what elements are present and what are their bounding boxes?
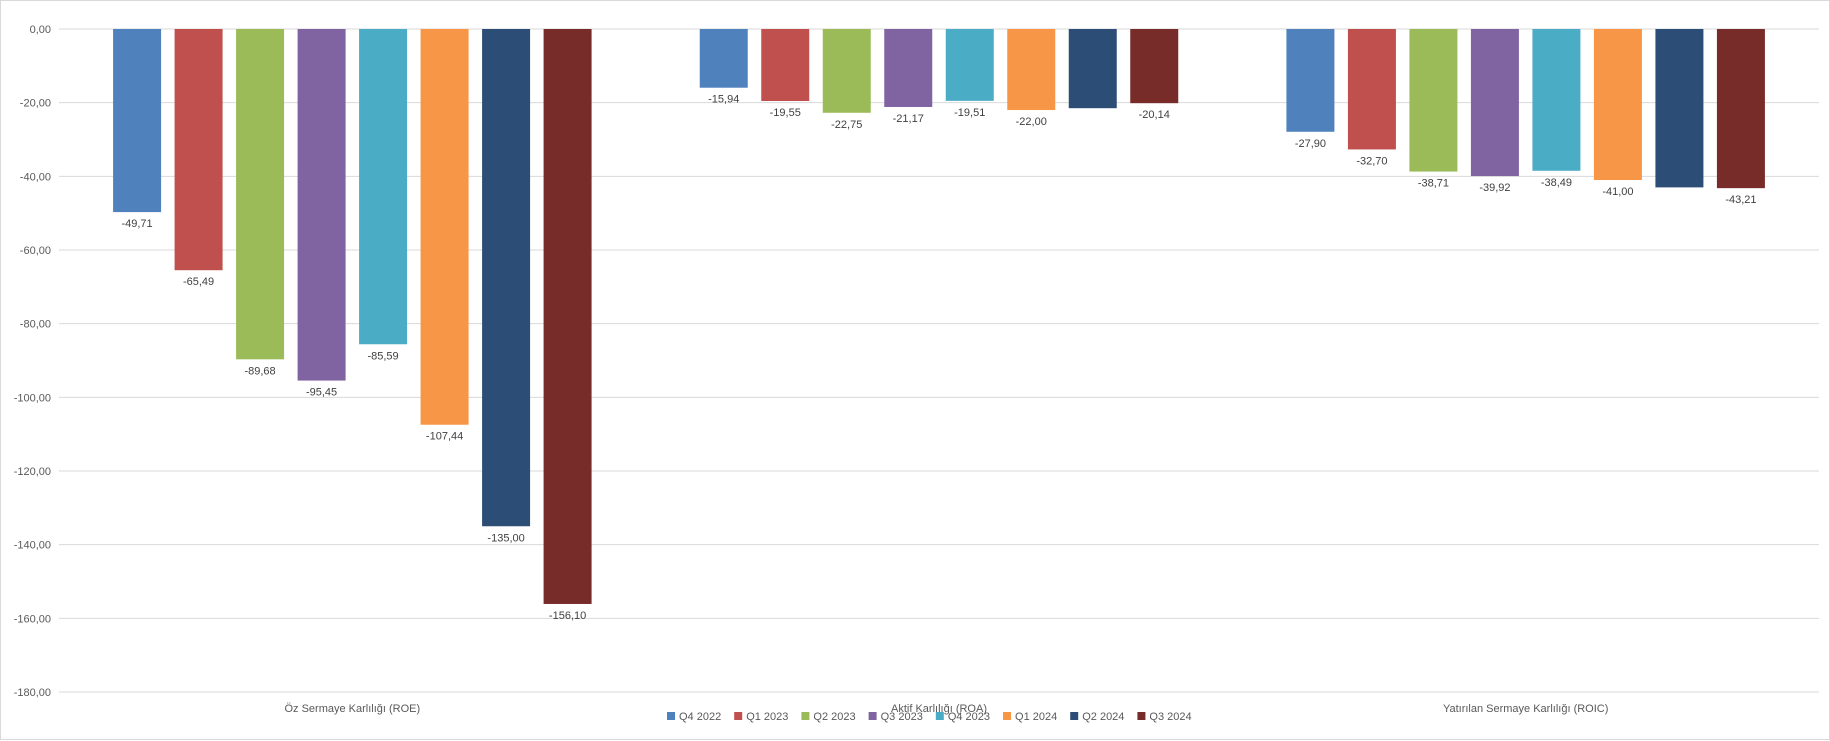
- data-label: -21,17: [893, 113, 924, 125]
- legend-swatch: [734, 712, 743, 720]
- bar-q4-2022: [1286, 29, 1335, 132]
- y-tick-label: -120,00: [14, 466, 51, 478]
- bar-q2-2023: [822, 29, 871, 113]
- y-tick-label: -80,00: [20, 319, 51, 331]
- legend-item: Q3 2024: [1137, 711, 1192, 723]
- data-label: -156,10: [549, 610, 586, 622]
- bar-q1-2024: [1007, 29, 1056, 111]
- y-axis-tick-labels: 0,00 -20,00 -40,00 -60,00 -80,00 -100,00 -120,…: [14, 24, 51, 699]
- bar-q1-2023: [1347, 29, 1396, 150]
- bar-q3-2024: [543, 29, 592, 604]
- x-axis-category-labels: Öz Sermaye Karlılığı (ROE) Aktif Karlılığ…: [284, 703, 1608, 715]
- bar-q2-2023: [236, 29, 285, 360]
- legend-label: Q1 2024: [1015, 711, 1057, 723]
- bar-q2-2024: [482, 29, 531, 527]
- data-label: -135,00: [487, 532, 524, 544]
- legend-swatch: [667, 712, 675, 720]
- data-label: -27,90: [1295, 138, 1326, 150]
- bar-q1-2024: [420, 29, 469, 425]
- legend-label: Q4 2022: [679, 711, 721, 723]
- legend-item: Q1 2024: [1003, 711, 1057, 723]
- legend: Q4 2022 Q1 2023 Q2 2023 Q3 2023 Q4 2023 Q1 20…: [667, 711, 1192, 723]
- legend-swatch: [1137, 712, 1146, 720]
- legend-swatch: [1070, 712, 1079, 720]
- data-label: -107,44: [426, 431, 463, 443]
- data-label: -49,71: [121, 218, 152, 230]
- bar-q1-2024: [1593, 29, 1642, 181]
- y-tick-label: -20,00: [20, 98, 51, 110]
- category-label: Yatırılan Sermaye Karlılığı (ROIC): [1443, 703, 1608, 715]
- bar-q4-2023: [1532, 29, 1581, 171]
- data-label: -20,14: [1139, 109, 1170, 121]
- y-tick-label: -40,00: [20, 171, 51, 183]
- bar-q2-2023: [1409, 29, 1458, 172]
- y-tick-label: 0,00: [30, 24, 51, 36]
- y-tick-label: -160,00: [14, 613, 51, 625]
- data-label: -39,92: [1479, 182, 1510, 194]
- legend-label: Q4 2023: [948, 711, 990, 723]
- legend-swatch: [868, 712, 877, 720]
- data-label: -22,00: [1016, 116, 1047, 128]
- legend-label: Q1 2023: [746, 711, 788, 723]
- bar-q3-2024: [1716, 29, 1765, 189]
- data-label: -38,49: [1541, 177, 1572, 189]
- category-label: Aktif Karlılığı (ROA): [891, 703, 987, 715]
- legend-item: Q1 2023: [734, 711, 788, 723]
- data-label: -19,51: [954, 107, 985, 119]
- data-label: -95,45: [306, 387, 337, 399]
- data-label: -19,55: [770, 107, 801, 119]
- legend-swatch: [1003, 712, 1012, 720]
- data-label: -65,49: [183, 276, 214, 288]
- bar-q1-2023: [174, 29, 223, 271]
- legend-label: Q2 2023: [813, 711, 855, 723]
- bar-q2-2024: [1068, 29, 1117, 109]
- legend-item: Q4 2023: [935, 711, 990, 723]
- y-tick-label: -60,00: [20, 245, 51, 257]
- data-label: -41,00: [1602, 186, 1633, 198]
- bar-q4-2022: [113, 29, 162, 213]
- data-label: -38,71: [1418, 178, 1449, 190]
- category-label: Öz Sermaye Karlılığı (ROE): [284, 703, 420, 715]
- legend-swatch: [801, 712, 810, 720]
- legend-label: Q2 2024: [1082, 711, 1124, 723]
- legend-label: Q3 2024: [1149, 711, 1191, 723]
- data-label: -32,70: [1356, 155, 1387, 167]
- data-labels: -49,71 -65,49 -89,68 -95,45 -85,59 -107,44 -13…: [121, 94, 1756, 622]
- y-tick-label: -180,00: [14, 687, 51, 699]
- legend-swatch: [935, 712, 944, 720]
- bar-q4-2023: [359, 29, 408, 345]
- bar-q4-2023: [945, 29, 994, 101]
- bar-q2-2024: [1655, 29, 1704, 188]
- bars: [113, 29, 1765, 604]
- bar-q4-2022: [699, 29, 748, 88]
- bar-q3-2023: [297, 29, 346, 381]
- y-tick-label: -100,00: [14, 392, 51, 404]
- legend-item: Q3 2023: [868, 711, 923, 723]
- bar-q3-2024: [1130, 29, 1179, 104]
- data-label: -22,75: [831, 119, 862, 131]
- y-tick-label: -140,00: [14, 540, 51, 552]
- data-label: -89,68: [244, 365, 275, 377]
- legend-label: Q3 2023: [881, 711, 923, 723]
- data-label: -15,94: [708, 94, 739, 106]
- bar-q1-2023: [761, 29, 810, 102]
- legend-item: Q4 2022: [667, 711, 721, 723]
- gridlines: [59, 28, 1819, 693]
- data-label: -43,21: [1725, 194, 1756, 206]
- bar-q3-2023: [1470, 29, 1519, 177]
- bar-q3-2023: [884, 29, 933, 107]
- data-label: -85,59: [367, 350, 398, 362]
- legend-item: Q2 2023: [801, 711, 856, 723]
- legend-item: Q2 2024: [1070, 711, 1124, 723]
